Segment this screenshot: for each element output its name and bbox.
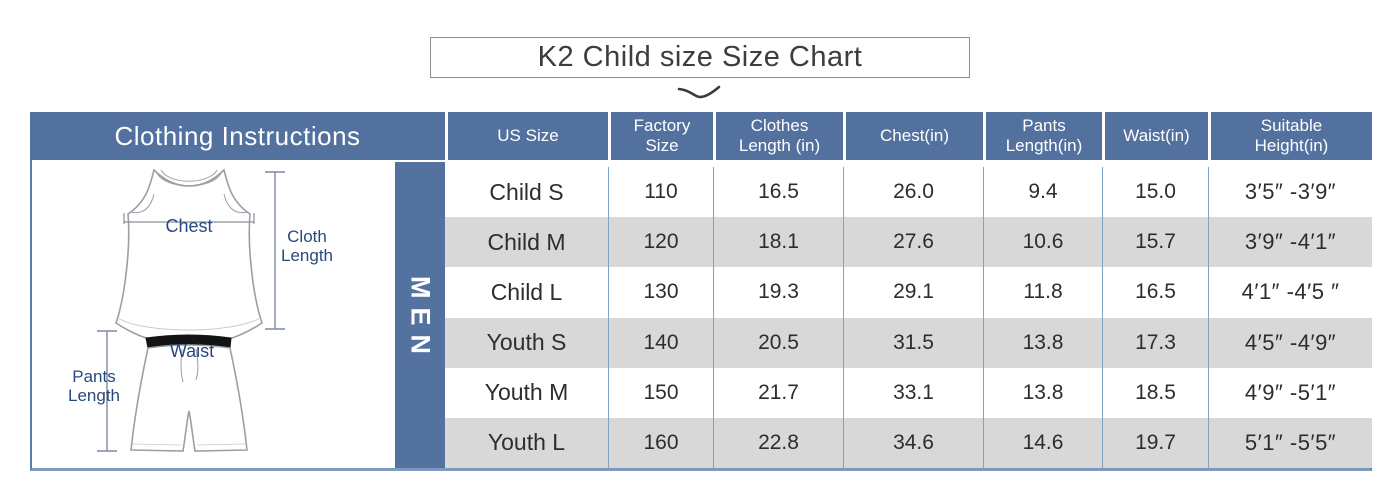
cell-chest: 29.1 (843, 267, 983, 318)
col-header-us-size: US Size (445, 112, 608, 160)
title-box: K2 Child size Size Chart (430, 37, 970, 78)
cell-chest: 34.6 (843, 417, 983, 469)
col-header-clothes-length: Clothes Length (in) (713, 112, 843, 160)
cell-pants-length: 13.8 (983, 317, 1102, 368)
cell-factory-size: 130 (608, 267, 713, 318)
cell-clothes-length: 19.3 (713, 267, 843, 318)
pants-length-label: Pants Length (68, 367, 120, 405)
cell-waist: 15.7 (1102, 217, 1208, 268)
page-title: K2 Child size Size Chart (537, 41, 863, 73)
cell-us-size: Youth L (487, 429, 566, 456)
cell-suitable-height: 4′5″ -4′9″ (1208, 317, 1372, 368)
squiggle-decoration (677, 85, 721, 99)
cloth-length-label: Cloth Length (281, 227, 333, 265)
cell-us-size: Child S (489, 178, 564, 205)
cell-clothes-length: 21.7 (713, 367, 843, 418)
gender-band: MEN (395, 162, 445, 468)
cell-factory-size: 140 (608, 317, 713, 368)
col-header-factory-size: Factory Size (608, 112, 713, 160)
table-rows: Child S 110 16.5 26.0 9.4 15.0 3′5″ -3′9… (445, 160, 1372, 469)
clothing-instructions-header: Clothing Instructions (30, 112, 445, 160)
cell-pants-length: 9.4 (983, 167, 1102, 218)
cell-us-size: Youth M (484, 379, 569, 406)
table-row: Youth M 150 21.7 33.1 13.8 18.5 4′9″ -5′… (445, 367, 1372, 418)
col-header-pants-length: Pants Length(in) (983, 112, 1102, 160)
table-row: Youth S 140 20.5 31.5 13.8 17.3 4′5″ -4′… (445, 317, 1372, 368)
size-table: Clothing Instructions US Size Factory Si… (30, 112, 1372, 471)
cell-pants-length: 11.8 (983, 267, 1102, 318)
col-header-waist: Waist(in) (1102, 112, 1208, 160)
cell-suitable-height: 3′5″ -3′9″ (1208, 167, 1372, 218)
cell-suitable-height: 4′1″ -4′5 ″ (1208, 267, 1372, 318)
table-row: Child L 130 19.3 29.1 11.8 16.5 4′1″ -4′… (445, 267, 1372, 318)
col-header-suitable-height: Suitable Height(in) (1208, 112, 1372, 160)
cell-chest: 31.5 (843, 317, 983, 368)
col-header-chest: Chest(in) (843, 112, 983, 160)
cell-suitable-height: 5′1″ -5′5″ (1208, 417, 1372, 469)
cell-clothes-length: 20.5 (713, 317, 843, 368)
table-body: Chest Cloth Length Waist Pants Length ME… (30, 160, 1372, 471)
clothing-diagram-panel: Chest Cloth Length Waist Pants Length ME… (32, 160, 445, 468)
table-row: Youth L 160 22.8 34.6 14.6 19.7 5′1″ -5′… (445, 417, 1372, 469)
cell-us-size: Child L (490, 278, 563, 305)
cell-pants-length: 13.8 (983, 367, 1102, 418)
cell-clothes-length: 22.8 (713, 417, 843, 469)
cell-factory-size: 150 (608, 367, 713, 418)
chest-label: Chest (165, 216, 213, 236)
cell-chest: 33.1 (843, 367, 983, 418)
cell-factory-size: 160 (608, 417, 713, 469)
cell-clothes-length: 18.1 (713, 217, 843, 268)
cell-clothes-length: 16.5 (713, 167, 843, 218)
cell-chest: 26.0 (843, 167, 983, 218)
table-row: Child S 110 16.5 26.0 9.4 15.0 3′5″ -3′9… (445, 167, 1372, 218)
cell-pants-length: 14.6 (983, 417, 1102, 469)
cell-pants-length: 10.6 (983, 217, 1102, 268)
cell-waist: 17.3 (1102, 317, 1208, 368)
cell-us-size: Youth S (486, 329, 567, 356)
garment-diagram (97, 168, 285, 452)
cell-factory-size: 110 (608, 167, 713, 218)
cell-chest: 27.6 (843, 217, 983, 268)
cell-waist: 19.7 (1102, 417, 1208, 469)
cell-waist: 16.5 (1102, 267, 1208, 318)
cell-suitable-height: 3′9″ -4′1″ (1208, 217, 1372, 268)
table-row: Child M 120 18.1 27.6 10.6 15.7 3′9″ -4′… (445, 217, 1372, 268)
cell-factory-size: 120 (608, 217, 713, 268)
cell-waist: 18.5 (1102, 367, 1208, 418)
cell-suitable-height: 4′9″ -5′1″ (1208, 367, 1372, 418)
cell-us-size: Child M (487, 228, 566, 255)
waist-label: Waist (169, 341, 215, 361)
table-header-row: Clothing Instructions US Size Factory Si… (30, 112, 1372, 160)
cell-waist: 15.0 (1102, 167, 1208, 218)
